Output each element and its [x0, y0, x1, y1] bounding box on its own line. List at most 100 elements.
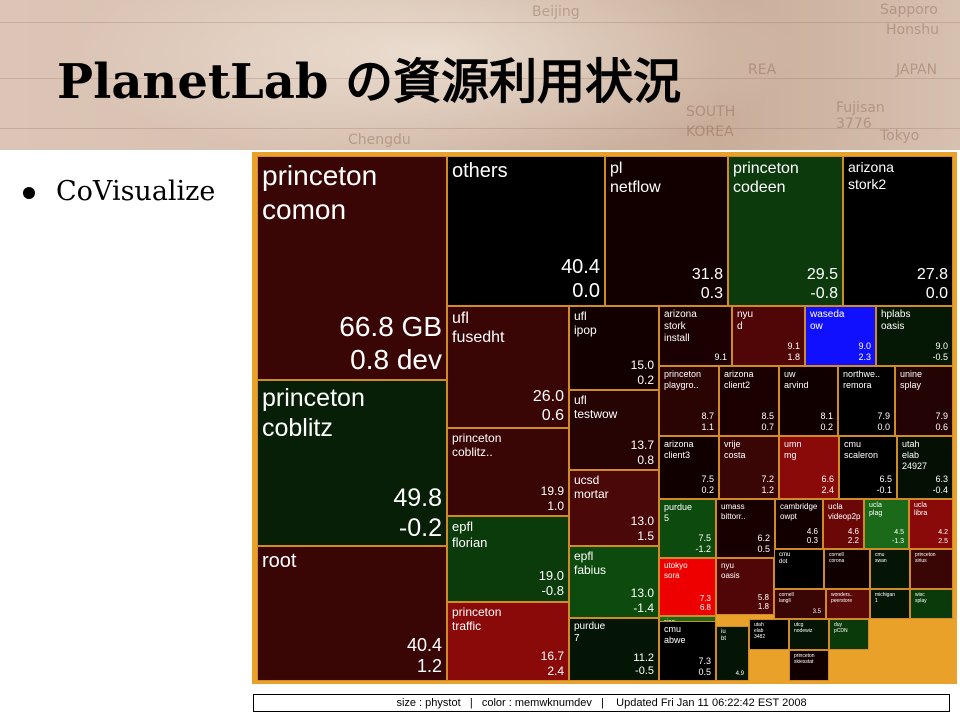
cell-name: waseda ow: [810, 309, 845, 332]
cell-value: 8.7 1.1: [701, 411, 714, 433]
treemap-cell[interactable]: ufl fusedht 26.0 0.6: [447, 306, 569, 428]
cell-name: princeton comon: [262, 160, 378, 225]
map-label: Tokyo: [880, 128, 920, 144]
map-label: SOUTH: [686, 104, 736, 120]
treemap-cell[interactable]: princeton traffic 16.7 2.4: [447, 602, 569, 681]
map-label: Sapporo: [880, 2, 938, 18]
treemap-cell[interactable]: utah elab 24927 6.3 -0.4: [897, 436, 953, 499]
treemap-cell[interactable]: arizona stork install 9.1: [659, 306, 732, 366]
treemap-cell[interactable]: ufl ipop 15.0 0.2: [569, 306, 659, 390]
treemap-cell[interactable]: princeton codeen 29.5 -0.8: [728, 156, 843, 306]
treemap-cell[interactable]: epfl florian 19.0 -0.8: [447, 516, 569, 602]
cell-name: nyu d: [737, 309, 754, 332]
cell-value: 13.7 0.8: [630, 438, 654, 467]
treemap-cell[interactable]: cmu dot: [774, 549, 824, 589]
treemap-cell[interactable]: arizona stork2 27.8 0.0: [843, 156, 953, 306]
treemap-cell[interactable]: ufl testwow 13.7 0.8: [569, 390, 659, 470]
treemap-cell[interactable]: others 40.4 0.0: [447, 156, 605, 306]
treemap-cell[interactable]: utcg nodewiz: [789, 619, 829, 650]
treemap-cell[interactable]: ucla libra 4.2 2.5: [909, 499, 953, 549]
cell-name: ucsd mortar: [574, 473, 609, 502]
treemap-cell[interactable]: ucla plag 4.5 -1.3: [864, 499, 909, 549]
cell-value: 13.0 -1.4: [630, 586, 654, 615]
cell-value: 16.7 2.4: [540, 649, 564, 678]
treemap-cell[interactable]: nyu d 9.1 1.8: [732, 306, 805, 366]
cell-name: cmu swan: [875, 552, 887, 564]
treemap-cell[interactable]: princeton coblitz.. 19.9 1.0: [447, 428, 569, 516]
cell-name: others: [452, 160, 508, 182]
map-label: Honshu: [886, 22, 940, 38]
cell-value: 15.0 0.2: [630, 358, 654, 387]
cell-value: 4.6 2.2: [847, 526, 859, 546]
treemap-cell[interactable]: duy pCDN: [829, 619, 869, 650]
map-grid-line: [0, 78, 960, 79]
cell-name: purdue 7: [574, 621, 606, 644]
treemap-cell[interactable]: princeton sirius: [910, 549, 953, 589]
treemap-cell[interactable]: iu bt 4.9: [716, 626, 749, 681]
treemap-cell[interactable]: umn mg 6.6 2.4: [779, 436, 839, 499]
treemap-cell[interactable]: cmu swan: [870, 549, 910, 589]
treemap-cell[interactable]: unine splay 7.9 0.6: [895, 366, 953, 436]
treemap-cell[interactable]: ucsd mortar 13.0 1.5: [569, 470, 659, 546]
treemap-cell[interactable]: cambridge owpt 4.6 0.3: [775, 499, 823, 549]
cell-name: utah elab 3482: [754, 622, 766, 640]
treemap-cell[interactable]: arizona client2 8.5 0.7: [719, 366, 779, 436]
treemap-cell[interactable]: cornell corona: [824, 549, 870, 589]
cell-value: 40.4 0.0: [561, 256, 600, 302]
cell-value: 4.5 -1.3: [891, 529, 904, 545]
cell-value: 7.5 0.2: [701, 474, 714, 496]
treemap-cell[interactable]: purdue 5 7.5 -1.2: [659, 499, 716, 558]
cell-name: arizona stork install: [664, 309, 697, 344]
treemap-cell[interactable]: princeton coblitz 49.8 -0.2: [257, 380, 447, 546]
treemap-cell[interactable]: arizona client3 7.5 0.2: [659, 436, 719, 499]
treemap-cell[interactable]: princeton playgro.. 8.7 1.1: [659, 366, 719, 436]
cell-value: 11.2 -0.5: [633, 651, 654, 677]
treemap-cell[interactable]: epfl fabius 13.0 -1.4: [569, 546, 659, 618]
treemap-cell[interactable]: princeton skiesstat: [789, 650, 829, 681]
title-banner: Beijing SOUTH KOREA JAPAN Honshu Sapporo…: [0, 0, 960, 150]
cell-name: arizona stork2: [848, 159, 894, 192]
cell-name: wisc splay: [915, 592, 927, 604]
cell-name: princeton codeen: [733, 160, 799, 197]
treemap-cell[interactable]: cmu abwe 7.3 0.5: [659, 621, 716, 681]
treemap-cell[interactable]: northwe.. remora 7.9 0.0: [838, 366, 895, 436]
cell-name: cmu dot: [779, 552, 791, 566]
cell-name: arizona client3: [664, 439, 694, 460]
treemap-cell[interactable]: uw arvind 8.1 0.2: [779, 366, 838, 436]
cell-name: cmu scaleron: [844, 439, 879, 460]
cell-value: 3.5: [812, 608, 821, 615]
treemap-cell[interactable]: nyu oasis 5.8 1.8: [716, 558, 774, 615]
map-label: Beijing: [532, 4, 580, 20]
treemap-cell[interactable]: cmu scaleron 6.5 -0.1: [839, 436, 897, 499]
treemap-cell[interactable]: princeton comon 66.8 GB 0.8 dev: [257, 156, 447, 380]
treemap-cell[interactable]: utah elab 3482: [749, 619, 789, 650]
treemap-cell[interactable]: hplabs oasis 9.0 -0.5: [876, 306, 953, 366]
treemap[interactable]: princeton comon 66.8 GB 0.8 dev princeton …: [252, 152, 957, 684]
treemap-cell[interactable]: waseda ow 9.0 2.3: [805, 306, 876, 366]
treemap-cell[interactable]: ucla videop2p 4.6 2.2: [823, 499, 864, 549]
cell-value: 4.6 0.3: [806, 526, 818, 546]
treemap-cell[interactable]: wisc splay: [910, 589, 953, 619]
treemap-cell[interactable]: vrije costa 7.2 1.2: [719, 436, 779, 499]
cell-value: 6.2 0.5: [757, 533, 770, 555]
cell-value: 6.5 -0.1: [876, 474, 892, 496]
status-updated: Updated Fri Jan 11 06:22:42 EST 2008: [616, 697, 807, 709]
treemap-cell[interactable]: utokyo sora 7.3 6.8: [659, 558, 716, 616]
cell-value: 6.3 -0.4: [932, 474, 948, 496]
cell-value: 4.2 2.5: [938, 529, 948, 545]
cell-name: princeton playgro..: [664, 369, 702, 390]
cell-value: 5.8 1.8: [757, 592, 769, 612]
cell-value: 9.0 -0.5: [932, 341, 948, 363]
slide-title: PlanetLab の資源利用状況: [57, 54, 682, 110]
treemap-cell[interactable]: root 40.4 1.2: [257, 546, 447, 681]
treemap-cell[interactable]: purdue 7 11.2 -0.5: [569, 618, 659, 681]
cell-value: 19.0 -0.8: [538, 567, 564, 599]
treemap-cell[interactable]: pl netflow 31.8 0.3: [605, 156, 728, 306]
treemap-cell[interactable]: umass bittorr.. 6.2 0.5: [716, 499, 775, 558]
treemap-cell[interactable]: wonders.. peerstore: [826, 589, 870, 619]
status-color: color : memwknumdev: [481, 697, 592, 709]
cell-name: uw arvind: [784, 369, 809, 390]
treemap-cell[interactable]: cornell langli 3.5: [774, 589, 826, 619]
cell-value: 4.9: [735, 670, 744, 677]
treemap-cell[interactable]: michigan 1: [870, 589, 910, 619]
